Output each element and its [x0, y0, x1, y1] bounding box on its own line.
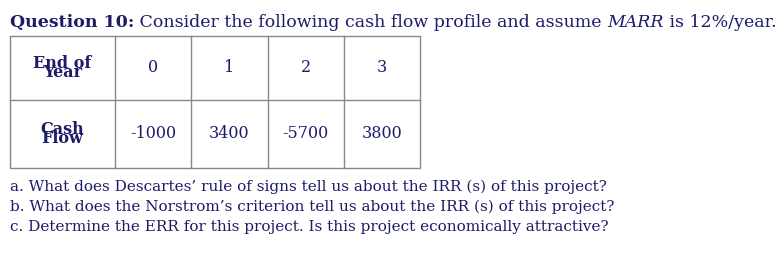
Bar [10, 36, 420, 168]
Text: 3800: 3800 [361, 126, 402, 142]
Text: Consider the following cash flow profile and assume: Consider the following cash flow profile… [135, 14, 608, 31]
Text: a. What does Descartes’ rule of signs tell us about the IRR (s) of this project?: a. What does Descartes’ rule of signs te… [10, 180, 607, 194]
Text: Question 10:: Question 10: [10, 14, 135, 31]
Text: Year: Year [43, 64, 82, 81]
Text: MARR: MARR [608, 14, 664, 31]
Text: is 12%/year.: is 12%/year. [664, 14, 777, 31]
Text: 0: 0 [148, 60, 158, 76]
Text: Cash: Cash [41, 121, 84, 138]
Text: -1000: -1000 [130, 126, 176, 142]
Text: 3400: 3400 [209, 126, 249, 142]
Text: 1: 1 [224, 60, 235, 76]
Text: Flow: Flow [41, 130, 84, 147]
Text: 3: 3 [377, 60, 387, 76]
Text: End of: End of [34, 55, 91, 71]
Text: b. What does the Norstrom’s criterion tell us about the IRR (s) of this project?: b. What does the Norstrom’s criterion te… [10, 200, 615, 214]
Text: 2: 2 [300, 60, 310, 76]
Text: -5700: -5700 [282, 126, 328, 142]
Text: c. Determine the ERR for this project. Is this project economically attractive?: c. Determine the ERR for this project. I… [10, 220, 608, 234]
